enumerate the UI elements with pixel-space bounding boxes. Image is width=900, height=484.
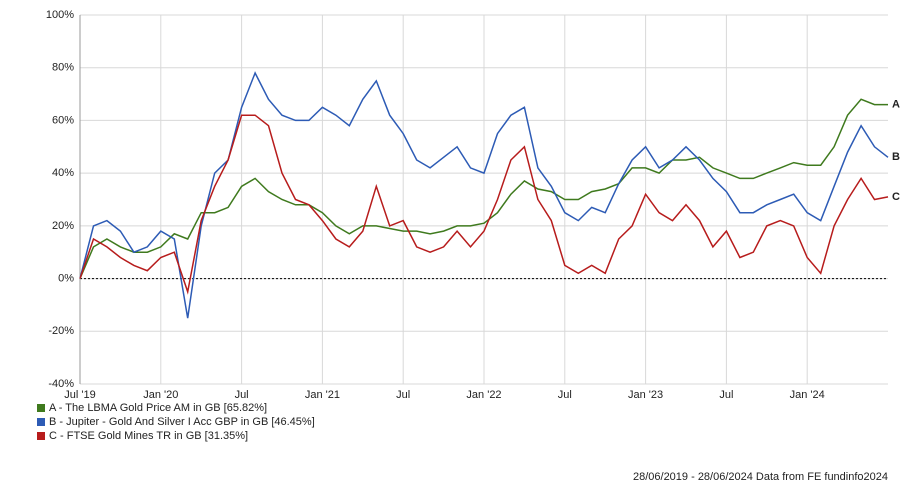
legend-swatch (37, 404, 45, 412)
y-tick-label: 40% (52, 167, 74, 179)
x-tick-label: Jul (235, 389, 249, 401)
legend-swatch (37, 432, 45, 440)
x-tick-label: Jul '19 (64, 389, 95, 401)
end-label: C (892, 191, 900, 203)
y-tick-label: 0% (58, 272, 74, 284)
x-tick-label: Jan '23 (628, 389, 663, 401)
x-tick-label: Jul (396, 389, 410, 401)
y-tick-label: 60% (52, 114, 74, 126)
legend-swatch (37, 418, 45, 426)
x-tick-label: Jul (558, 389, 572, 401)
y-tick-label: 20% (52, 220, 74, 232)
x-tick-label: Jan '20 (143, 389, 178, 401)
y-tick-label: -40% (48, 378, 74, 390)
legend-label: B - Jupiter - Gold And Silver I Acc GBP … (49, 416, 315, 428)
series-line (79, 71, 889, 319)
legend-label: C - FTSE Gold Mines TR in GB [31.35%] (49, 430, 248, 442)
legend-label: A - The LBMA Gold Price AM in GB [65.82%… (49, 402, 267, 414)
y-tick-label: 100% (46, 9, 74, 21)
y-tick-label: -20% (48, 325, 74, 337)
x-tick-label: Jan '22 (466, 389, 501, 401)
x-tick-label: Jan '21 (305, 389, 340, 401)
series-line (79, 98, 888, 279)
end-label: A (892, 99, 900, 111)
x-tick-label: Jan '24 (790, 389, 825, 401)
x-tick-label: Jul (719, 389, 733, 401)
footer: 28/06/2019 - 28/06/2024 Data from FE fun… (633, 471, 888, 483)
series-line (79, 114, 889, 295)
end-label: B (892, 151, 900, 163)
y-tick-label: 80% (52, 62, 74, 74)
